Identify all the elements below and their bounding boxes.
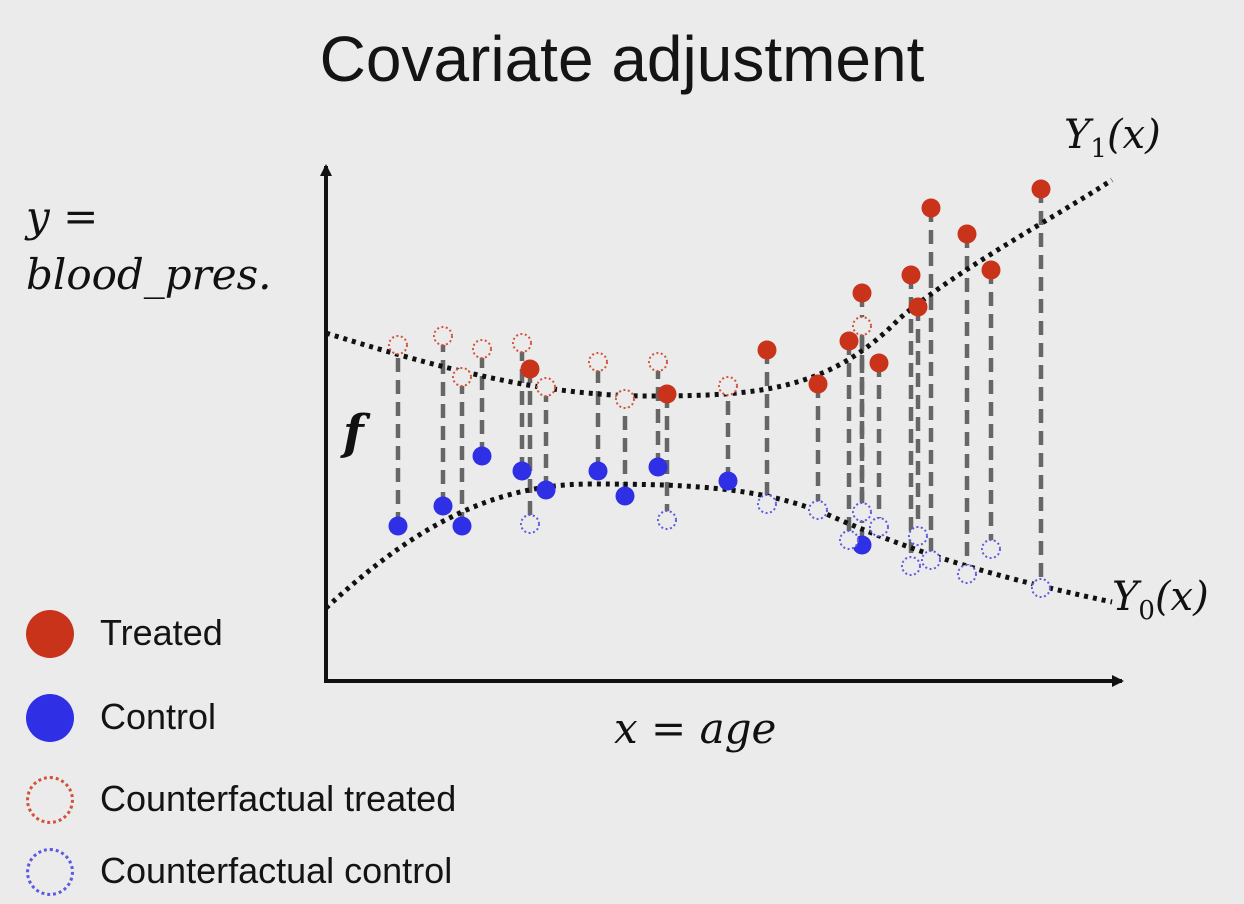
counterfactual-treated-marker	[26, 776, 74, 824]
y1-curve	[325, 177, 1114, 399]
y0-curve-label: Y0(x)	[1112, 574, 1209, 626]
counterfactual-control-point	[808, 500, 828, 520]
control-point	[512, 461, 532, 481]
counterfactual-control-point	[921, 550, 941, 570]
counterfactual-treated-point	[512, 333, 532, 353]
function-label: f	[343, 405, 364, 461]
legend-label-treated: Treated	[100, 612, 223, 653]
counterfactual-control-point	[908, 526, 928, 546]
data-points	[388, 179, 1051, 598]
treated-point	[908, 297, 928, 317]
y1-curve-label: Y1(x)	[1064, 112, 1161, 164]
treated-marker	[26, 610, 74, 658]
y-axis-label-line1: y =	[26, 192, 99, 241]
counterfactual-control-point	[957, 564, 977, 584]
control-point	[588, 461, 608, 481]
control-point	[452, 516, 472, 536]
legend-item-counterfactual-treated: Counterfactual treated	[22, 772, 622, 828]
counterfactual-control-point	[1031, 578, 1051, 598]
dashed-connectors	[395, 189, 1044, 588]
legend-item-treated: Treated	[22, 606, 622, 662]
counterfactual-treated-point	[388, 335, 408, 355]
treated-point	[839, 331, 859, 351]
counterfactual-treated-point	[433, 326, 453, 346]
counterfactual-treated-point	[718, 376, 738, 396]
counterfactual-treated-point	[615, 389, 635, 409]
counterfactual-treated-point	[588, 352, 608, 372]
legend-label-counterfactual-control: Counterfactual control	[100, 850, 453, 891]
counterfactual-treated-point	[452, 367, 472, 387]
treated-point	[657, 384, 677, 404]
control-point	[648, 457, 668, 477]
treated-point	[901, 265, 921, 285]
x-axis-label: x = age	[614, 704, 777, 753]
counterfactual-treated-point	[852, 316, 872, 336]
counterfactual-control-point	[981, 539, 1001, 559]
counterfactual-treated-point	[472, 339, 492, 359]
legend-label-counterfactual-treated: Counterfactual treated	[100, 778, 457, 819]
treated-point	[957, 224, 977, 244]
treated-point	[520, 359, 540, 379]
counterfactual-control-point	[657, 510, 677, 530]
legend-item-control: Control	[22, 690, 622, 746]
counterfactual-control-point	[520, 514, 540, 534]
slide-title: Covariate adjustment	[319, 23, 925, 95]
control-point	[718, 471, 738, 491]
counterfactual-treated-point	[648, 352, 668, 372]
counterfactual-control-point	[901, 556, 921, 576]
y-axis-label-line2: blood_pres.	[26, 250, 272, 299]
legend-label-control: Control	[100, 696, 217, 737]
control-marker	[26, 694, 74, 742]
treated-point	[921, 198, 941, 218]
y-axis-label: y = blood_pres.	[26, 188, 272, 304]
treated-point	[757, 340, 777, 360]
treated-point	[808, 374, 828, 394]
treated-point	[981, 260, 1001, 280]
control-point	[472, 446, 492, 466]
treated-point	[869, 353, 889, 373]
counterfactual-control-point	[757, 494, 777, 514]
legend-item-counterfactual-control: Counterfactual control	[22, 844, 622, 900]
counterfactual-control-point	[869, 517, 889, 537]
counterfactual-control-point	[839, 530, 859, 550]
counterfactual-control-point	[852, 502, 872, 522]
control-point	[433, 496, 453, 516]
control-point	[536, 480, 556, 500]
control-point	[388, 516, 408, 536]
treated-point	[852, 283, 872, 303]
treated-point	[1031, 179, 1051, 199]
counterfactual-control-marker	[26, 848, 74, 896]
control-point	[615, 486, 635, 506]
counterfactual-treated-point	[536, 377, 556, 397]
